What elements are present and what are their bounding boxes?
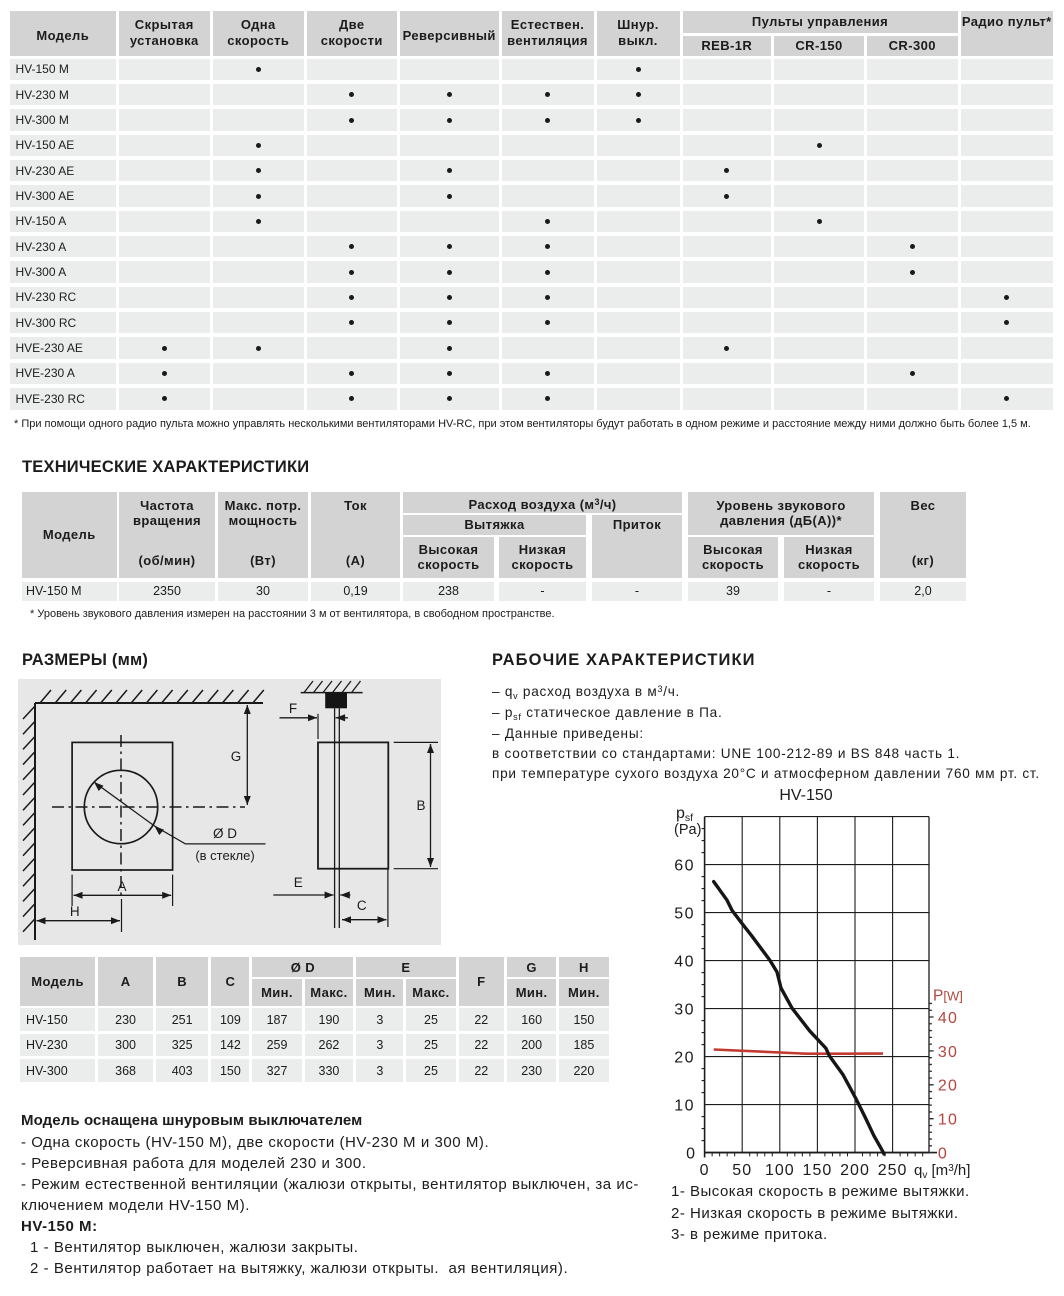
svg-text:100: 100: [765, 1162, 795, 1179]
svg-text:40: 40: [938, 1010, 958, 1027]
svg-text:20: 20: [674, 1050, 695, 1067]
svg-text:H: H: [70, 904, 80, 919]
svg-text:30: 30: [938, 1044, 958, 1061]
svg-text:10: 10: [938, 1112, 958, 1129]
svg-text:E: E: [294, 875, 303, 890]
svg-text:qv [m3/h]: qv [m3/h]: [914, 1162, 970, 1180]
svg-text:F: F: [289, 701, 297, 716]
svg-text:A: A: [117, 879, 126, 894]
svg-text:10: 10: [674, 1098, 695, 1115]
svg-text:50: 50: [674, 906, 695, 923]
svg-text:200: 200: [840, 1162, 870, 1179]
svg-text:40: 40: [674, 954, 695, 971]
svg-text:30: 30: [674, 1002, 695, 1019]
svg-text:G: G: [231, 749, 242, 764]
svg-text:60: 60: [674, 858, 695, 875]
svg-text:0: 0: [686, 1146, 695, 1163]
svg-text:50: 50: [732, 1162, 752, 1179]
svg-text:P[W]: P[W]: [933, 988, 963, 1005]
svg-text:(в стекле): (в стекле): [195, 848, 254, 863]
svg-text:C: C: [357, 898, 367, 913]
svg-text:150: 150: [803, 1162, 833, 1179]
svg-text:20: 20: [938, 1078, 958, 1095]
svg-text:B: B: [416, 798, 425, 813]
svg-text:(Pa): (Pa): [674, 822, 701, 838]
svg-text:250: 250: [878, 1162, 908, 1179]
svg-text:0: 0: [700, 1162, 710, 1179]
svg-text:Ø D: Ø D: [213, 826, 237, 841]
svg-text:0: 0: [938, 1146, 948, 1163]
